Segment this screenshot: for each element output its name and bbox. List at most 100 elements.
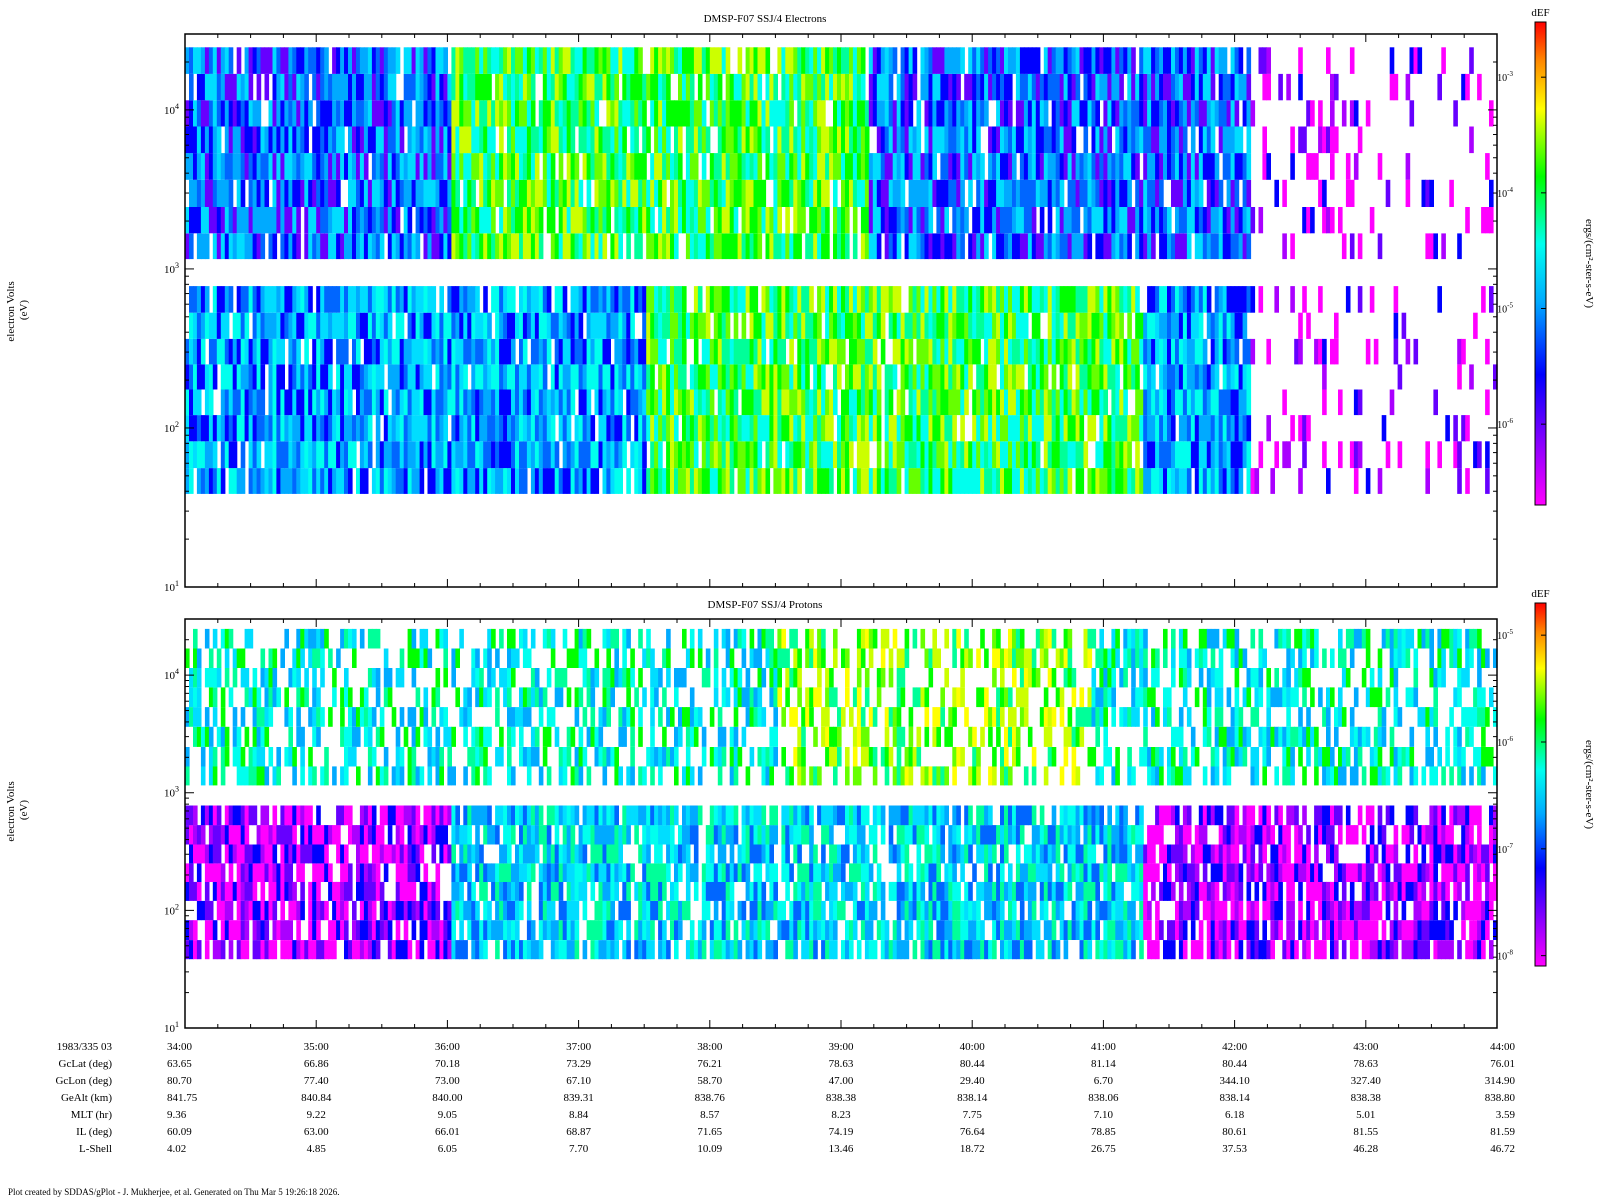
heatmap-cell [260,207,266,234]
heatmap-cell [208,207,214,234]
heatmap-cell [308,648,313,668]
heatmap-cell [204,233,210,260]
heatmap-cell [682,468,687,494]
heatmap-cell [1008,47,1013,74]
heatmap-cell [344,940,349,960]
heatmap-cell [1238,364,1244,390]
heatmap-cell [467,47,472,74]
heatmap-cell [928,179,934,207]
heatmap-cell [300,468,305,494]
heatmap-cell [479,364,484,390]
heatmap-cell [634,47,639,74]
heatmap-cell [522,47,528,74]
heatmap-cell [1047,126,1053,154]
heatmap-cell [375,668,381,688]
heatmap-cell [566,415,572,442]
heatmap-cell [240,648,246,668]
heatmap-cell [228,233,234,260]
heatmap-cell [964,312,969,339]
heatmap-cell [423,825,429,845]
heatmap-cell [781,126,786,154]
heatmap-cell [260,364,266,390]
heatmap-cell [689,441,695,469]
heatmap-cell [519,100,524,127]
heatmap-cell [332,47,337,74]
heatmap-cell [264,338,270,365]
heatmap-cell [252,468,258,494]
heatmap-cell [1210,389,1216,416]
heatmap-cell [431,687,437,708]
heatmap-cell [467,286,472,313]
heatmap-cell [407,900,413,921]
heatmap-cell [1246,179,1252,207]
heatmap-cell [900,100,906,127]
heatmap-cell [1135,100,1140,127]
heatmap-cell [264,707,270,727]
heatmap-cell [670,415,675,442]
heatmap-cell [1218,126,1224,154]
heatmap-cell [371,844,377,864]
heatmap-cell [268,844,274,864]
heatmap-cell [427,364,433,390]
heatmap-cell [280,648,285,668]
heatmap-cell [431,747,437,767]
heatmap-cell [375,338,381,365]
heatmap-cell [749,126,755,154]
heatmap-cell [316,126,321,154]
heatmap-cell [789,415,794,442]
heatmap-cell [809,153,814,180]
heatmap-cell [1047,312,1053,339]
heatmap-cell [717,126,723,154]
heatmap-cell [419,628,425,649]
heatmap-cell [841,207,846,234]
heatmap-cell [813,100,818,127]
heatmap-cell [1234,47,1240,74]
heatmap-cell [1159,389,1164,416]
heatmap-cell [646,338,651,365]
heatmap-cell [896,312,902,339]
heatmap-cell [328,389,333,416]
heatmap-cell [451,153,456,180]
heatmap-cell [212,179,218,207]
heatmap-cell [220,900,226,921]
heatmap-cell [1202,153,1208,180]
heatmap-cell [936,100,941,127]
heatmap-cell [1238,389,1244,416]
heatmap-cell [387,312,393,339]
heatmap-cell [427,805,433,826]
heatmap-cell [359,286,365,313]
heatmap-cell [1163,47,1168,74]
heatmap-cell [833,364,838,390]
heatmap-cell [705,468,711,494]
heatmap-cell [328,207,333,234]
heatmap-cell [1043,441,1049,469]
heatmap-cell [670,47,675,74]
heatmap-cell [654,47,659,74]
heatmap-cell [896,179,902,207]
heatmap-cell [1107,415,1112,442]
heatmap-cell [352,707,357,727]
heatmap-cell [1095,179,1100,207]
heatmap-cell [204,844,210,864]
heatmap-cell [542,179,548,207]
heatmap-cell [590,312,596,339]
heatmap-cell [550,47,556,74]
heatmap-cell [411,338,417,365]
heatmap-cell [407,881,413,901]
heatmap-cell [980,468,985,494]
heatmap-cell [944,338,949,365]
heatmap-cell [980,47,985,74]
heatmap-cell [189,233,194,260]
heatmap-cell [1334,126,1339,154]
heatmap-cell [773,389,778,416]
heatmap-cell [1171,233,1176,260]
heatmap-cell [948,126,953,154]
heatmap-cell [662,312,667,339]
heatmap-cell [1222,364,1228,390]
heatmap-cell [1107,100,1112,127]
heatmap-cell [602,126,608,154]
heatmap-cell [1186,286,1192,313]
heatmap-cell [224,233,230,260]
heatmap-cell [212,364,218,390]
heatmap-cell [928,364,934,390]
